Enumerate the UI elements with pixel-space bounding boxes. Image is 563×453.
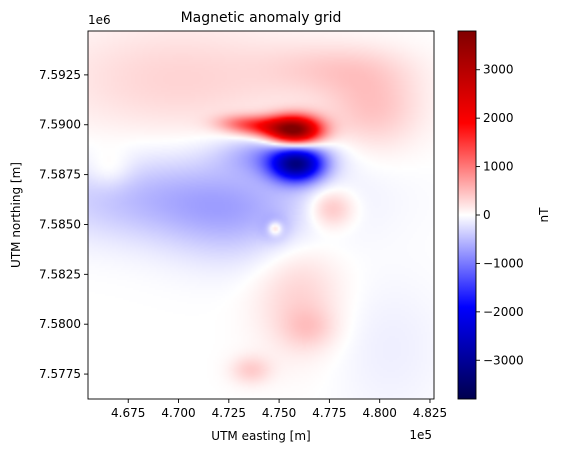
y-tick-label: 7.5900 [39,118,81,132]
chart-title: Magnetic anomaly grid [181,10,342,26]
x-tick-label: 4.750 [262,406,296,420]
x-tick-label: 4.825 [413,406,447,420]
x-tick-label: 4.700 [161,406,195,420]
plot-frame [87,30,435,400]
y-axis-ticks: 7.5775 7.5800 7.5825 7.5850 7.5875 7.5900 7.59… [39,68,88,381]
y-tick-label: 7.5825 [39,267,81,281]
colorbar-tick-label: −3000 [483,353,524,367]
colorbar-ticks: 3000 2000 1000 0 −1000 −2000 −3000 [476,63,524,367]
colorbar-tick-label: −1000 [483,256,524,270]
y-multiplier: 1e6 [88,13,111,27]
colorbar-tick-label: 2000 [483,111,514,125]
y-tick-label: 7.5925 [39,68,81,82]
y-tick-label: 7.5800 [39,317,81,331]
x-tick-label: 4.800 [363,406,397,420]
colorbar-tick-label: −2000 [483,305,524,319]
y-axis-label: UTM northing [m] [9,162,23,268]
colorbar-tick-label: 1000 [483,160,514,174]
x-tick-label: 4.675 [111,406,145,420]
y-tick-label: 7.5875 [39,168,81,182]
x-axis-ticks: 4.675 4.700 4.725 4.750 4.775 4.800 4.825 [111,399,447,420]
colorbar-label: nT [537,207,551,223]
x-axis-label: UTM easting [m] [211,429,310,443]
y-tick-label: 7.5775 [39,367,81,381]
x-multiplier: 1e5 [409,428,432,442]
colorbar-tick-label: 0 [483,208,491,222]
colorbar [457,30,477,400]
colorbar-tick-label: 3000 [483,63,514,77]
x-tick-label: 4.775 [312,406,346,420]
y-tick-label: 7.5850 [39,217,81,231]
x-tick-label: 4.725 [212,406,246,420]
heatmap-image [88,31,434,399]
